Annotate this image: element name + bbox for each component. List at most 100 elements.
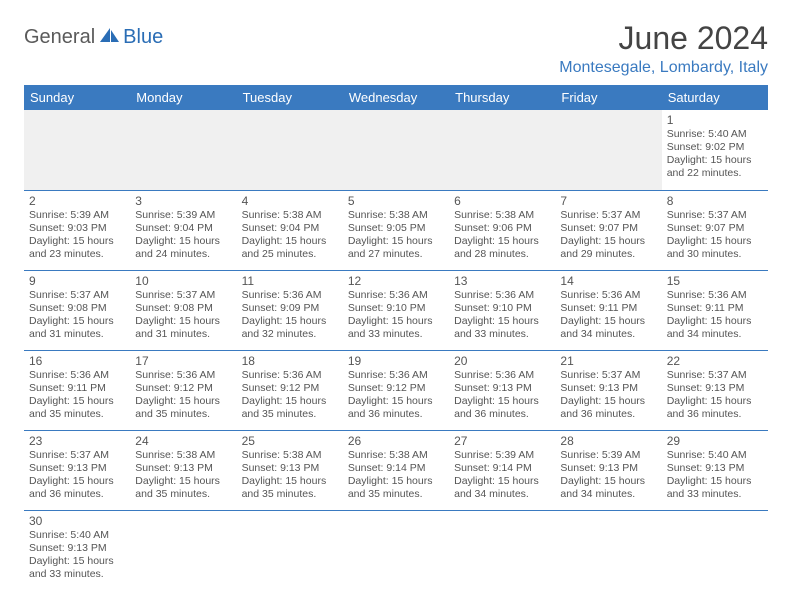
calendar-cell: 15Sunrise: 5:36 AMSunset: 9:11 PMDayligh… [662,270,768,350]
day-info: Sunrise: 5:40 AMSunset: 9:02 PMDaylight:… [667,128,763,181]
calendar-cell: 19Sunrise: 5:36 AMSunset: 9:12 PMDayligh… [343,350,449,430]
calendar-cell: 16Sunrise: 5:36 AMSunset: 9:11 PMDayligh… [24,350,130,430]
day-info: Sunrise: 5:36 AMSunset: 9:10 PMDaylight:… [348,289,444,342]
calendar-cell: 13Sunrise: 5:36 AMSunset: 9:10 PMDayligh… [449,270,555,350]
day-number: 24 [135,434,231,448]
calendar-cell [555,110,661,190]
calendar-cell: 4Sunrise: 5:38 AMSunset: 9:04 PMDaylight… [237,190,343,270]
day-number: 10 [135,274,231,288]
calendar-cell [24,110,130,190]
day-number: 21 [560,354,656,368]
day-number: 20 [454,354,550,368]
day-info: Sunrise: 5:40 AMSunset: 9:13 PMDaylight:… [29,529,125,582]
day-number: 5 [348,194,444,208]
day-info: Sunrise: 5:37 AMSunset: 9:13 PMDaylight:… [29,449,125,502]
weekday-header: Sunday [24,85,130,110]
weekday-header: Friday [555,85,661,110]
calendar-cell: 3Sunrise: 5:39 AMSunset: 9:04 PMDaylight… [130,190,236,270]
day-info: Sunrise: 5:39 AMSunset: 9:04 PMDaylight:… [135,209,231,262]
day-number: 7 [560,194,656,208]
calendar-cell: 12Sunrise: 5:36 AMSunset: 9:10 PMDayligh… [343,270,449,350]
sail-icon [99,26,121,49]
day-number: 28 [560,434,656,448]
calendar-row: 1Sunrise: 5:40 AMSunset: 9:02 PMDaylight… [24,110,768,190]
day-number: 16 [29,354,125,368]
calendar-row: 16Sunrise: 5:36 AMSunset: 9:11 PMDayligh… [24,350,768,430]
day-info: Sunrise: 5:37 AMSunset: 9:08 PMDaylight:… [29,289,125,342]
calendar-body: 1Sunrise: 5:40 AMSunset: 9:02 PMDaylight… [24,110,768,590]
day-info: Sunrise: 5:37 AMSunset: 9:08 PMDaylight:… [135,289,231,342]
day-info: Sunrise: 5:40 AMSunset: 9:13 PMDaylight:… [667,449,763,502]
day-info: Sunrise: 5:38 AMSunset: 9:13 PMDaylight:… [135,449,231,502]
calendar-cell [449,110,555,190]
calendar-cell [343,510,449,590]
day-number: 23 [29,434,125,448]
calendar-cell [343,110,449,190]
calendar-row: 2Sunrise: 5:39 AMSunset: 9:03 PMDaylight… [24,190,768,270]
day-number: 14 [560,274,656,288]
calendar-cell: 26Sunrise: 5:38 AMSunset: 9:14 PMDayligh… [343,430,449,510]
brand-part1: General [24,26,95,49]
day-info: Sunrise: 5:38 AMSunset: 9:05 PMDaylight:… [348,209,444,262]
calendar-cell: 6Sunrise: 5:38 AMSunset: 9:06 PMDaylight… [449,190,555,270]
calendar-cell [130,110,236,190]
calendar-cell: 1Sunrise: 5:40 AMSunset: 9:02 PMDaylight… [662,110,768,190]
day-number: 26 [348,434,444,448]
weekday-header: Tuesday [237,85,343,110]
day-info: Sunrise: 5:36 AMSunset: 9:12 PMDaylight:… [242,369,338,422]
calendar-row: 30Sunrise: 5:40 AMSunset: 9:13 PMDayligh… [24,510,768,590]
calendar-cell [237,510,343,590]
day-number: 29 [667,434,763,448]
calendar-cell: 30Sunrise: 5:40 AMSunset: 9:13 PMDayligh… [24,510,130,590]
calendar-cell: 23Sunrise: 5:37 AMSunset: 9:13 PMDayligh… [24,430,130,510]
day-info: Sunrise: 5:39 AMSunset: 9:13 PMDaylight:… [560,449,656,502]
calendar-cell: 17Sunrise: 5:36 AMSunset: 9:12 PMDayligh… [130,350,236,430]
brand-part2: Blue [123,26,163,49]
day-number: 2 [29,194,125,208]
day-number: 9 [29,274,125,288]
calendar-cell: 21Sunrise: 5:37 AMSunset: 9:13 PMDayligh… [555,350,661,430]
day-info: Sunrise: 5:37 AMSunset: 9:07 PMDaylight:… [560,209,656,262]
calendar-cell: 14Sunrise: 5:36 AMSunset: 9:11 PMDayligh… [555,270,661,350]
day-number: 19 [348,354,444,368]
day-number: 3 [135,194,231,208]
day-info: Sunrise: 5:36 AMSunset: 9:11 PMDaylight:… [29,369,125,422]
title-block: June 2024 Montesegale, Lombardy, Italy [559,20,768,77]
weekday-header-row: SundayMondayTuesdayWednesdayThursdayFrid… [24,85,768,110]
day-number: 18 [242,354,338,368]
day-info: Sunrise: 5:38 AMSunset: 9:04 PMDaylight:… [242,209,338,262]
calendar-cell: 29Sunrise: 5:40 AMSunset: 9:13 PMDayligh… [662,430,768,510]
day-number: 30 [29,514,125,528]
calendar-table: SundayMondayTuesdayWednesdayThursdayFrid… [24,85,768,590]
day-info: Sunrise: 5:36 AMSunset: 9:11 PMDaylight:… [560,289,656,342]
day-info: Sunrise: 5:39 AMSunset: 9:03 PMDaylight:… [29,209,125,262]
calendar-cell: 24Sunrise: 5:38 AMSunset: 9:13 PMDayligh… [130,430,236,510]
calendar-cell [449,510,555,590]
calendar-cell: 9Sunrise: 5:37 AMSunset: 9:08 PMDaylight… [24,270,130,350]
calendar-cell: 22Sunrise: 5:37 AMSunset: 9:13 PMDayligh… [662,350,768,430]
calendar-cell: 7Sunrise: 5:37 AMSunset: 9:07 PMDaylight… [555,190,661,270]
month-title: June 2024 [559,20,768,57]
calendar-cell: 20Sunrise: 5:36 AMSunset: 9:13 PMDayligh… [449,350,555,430]
day-info: Sunrise: 5:37 AMSunset: 9:13 PMDaylight:… [667,369,763,422]
day-number: 12 [348,274,444,288]
location-text: Montesegale, Lombardy, Italy [559,59,768,77]
calendar-cell [662,510,768,590]
day-number: 6 [454,194,550,208]
calendar-cell [555,510,661,590]
calendar-cell: 5Sunrise: 5:38 AMSunset: 9:05 PMDaylight… [343,190,449,270]
calendar-cell: 25Sunrise: 5:38 AMSunset: 9:13 PMDayligh… [237,430,343,510]
calendar-row: 9Sunrise: 5:37 AMSunset: 9:08 PMDaylight… [24,270,768,350]
day-number: 11 [242,274,338,288]
day-info: Sunrise: 5:36 AMSunset: 9:11 PMDaylight:… [667,289,763,342]
day-info: Sunrise: 5:36 AMSunset: 9:13 PMDaylight:… [454,369,550,422]
day-info: Sunrise: 5:39 AMSunset: 9:14 PMDaylight:… [454,449,550,502]
weekday-header: Saturday [662,85,768,110]
day-number: 27 [454,434,550,448]
day-number: 1 [667,113,763,127]
day-info: Sunrise: 5:38 AMSunset: 9:13 PMDaylight:… [242,449,338,502]
day-info: Sunrise: 5:36 AMSunset: 9:12 PMDaylight:… [348,369,444,422]
day-info: Sunrise: 5:37 AMSunset: 9:07 PMDaylight:… [667,209,763,262]
day-info: Sunrise: 5:38 AMSunset: 9:14 PMDaylight:… [348,449,444,502]
calendar-cell: 28Sunrise: 5:39 AMSunset: 9:13 PMDayligh… [555,430,661,510]
